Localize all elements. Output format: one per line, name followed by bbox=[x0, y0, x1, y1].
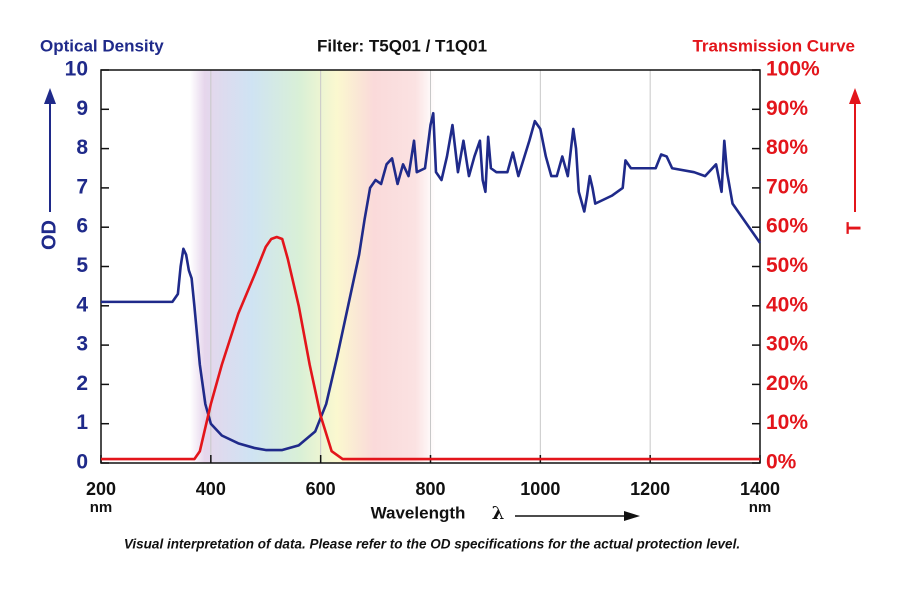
x-label: Wavelength bbox=[371, 503, 466, 522]
x-unit: nm bbox=[90, 499, 113, 516]
y-tick-label: 6 bbox=[76, 215, 88, 238]
y-tick-label: 5 bbox=[76, 254, 88, 277]
y2-tick-label: 30% bbox=[766, 333, 808, 356]
y-tick-label: 10 bbox=[65, 58, 88, 81]
y-tick-label: 3 bbox=[76, 333, 88, 356]
y2-label: T bbox=[843, 222, 865, 234]
y2-tick-label: 10% bbox=[766, 411, 808, 434]
y-tick-label: 9 bbox=[76, 97, 88, 120]
y2-arrow-head bbox=[849, 88, 861, 104]
y2-tick-label: 80% bbox=[766, 136, 808, 159]
y-label: OD bbox=[38, 220, 60, 250]
y-tick-label: 1 bbox=[76, 411, 88, 434]
y2-tick-label: 100% bbox=[766, 58, 820, 81]
x-tick-label: 1400 bbox=[740, 479, 780, 499]
spectrum-band bbox=[190, 70, 435, 463]
x-arrow-head bbox=[624, 511, 640, 521]
y-tick-label: 4 bbox=[76, 293, 88, 316]
y2-tick-label: 70% bbox=[766, 175, 808, 198]
y2-title: Transmission Curve bbox=[692, 36, 855, 55]
plot-frame bbox=[100, 69, 761, 464]
data-line bbox=[101, 235, 760, 461]
y2-tick-label: 40% bbox=[766, 293, 808, 316]
y-tick-label: 0 bbox=[76, 451, 88, 474]
y2-tick-label: 20% bbox=[766, 372, 808, 395]
y-tick-label: 2 bbox=[76, 372, 88, 395]
y-tick-label: 7 bbox=[76, 175, 88, 198]
y2-tick-label: 50% bbox=[766, 254, 808, 277]
x-tick-label: 400 bbox=[196, 479, 226, 499]
y2-tick-label: 0% bbox=[766, 451, 797, 474]
x-tick-label: 800 bbox=[415, 479, 445, 499]
y-title: Optical Density bbox=[40, 36, 164, 55]
caption: Visual interpretation of data. Please re… bbox=[124, 537, 740, 552]
x-unit: nm bbox=[749, 499, 772, 516]
x-symbol: λ bbox=[492, 503, 505, 524]
y2-tick-label: 60% bbox=[766, 215, 808, 238]
x-tick-label: 1000 bbox=[520, 479, 560, 499]
y2-tick-label: 90% bbox=[766, 97, 808, 120]
y-tick-label: 8 bbox=[76, 136, 88, 159]
data-line bbox=[101, 111, 762, 452]
chart-title: Filter: T5Q01 / T1Q01 bbox=[317, 36, 487, 55]
x-tick-label: 1200 bbox=[630, 479, 670, 499]
y-arrow-head bbox=[44, 88, 56, 104]
x-tick-label: 200 bbox=[86, 479, 116, 499]
x-tick-label: 600 bbox=[306, 479, 336, 499]
